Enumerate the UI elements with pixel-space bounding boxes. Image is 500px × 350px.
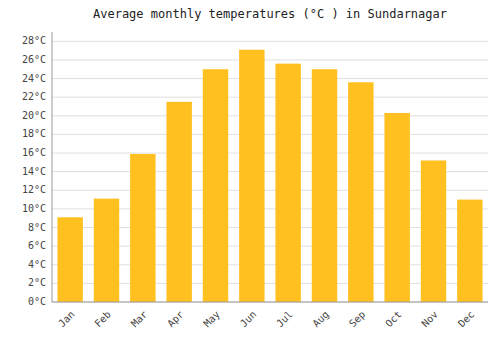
x-tick-label: Mar [129, 309, 150, 330]
x-tick-label: Jul [274, 309, 295, 330]
bar [348, 82, 373, 302]
bar [384, 113, 409, 302]
bar [312, 69, 337, 302]
grid-line [52, 97, 488, 98]
y-tick-label: 6°C [28, 240, 46, 251]
grid-line [52, 115, 488, 116]
y-ticks: 0°C 2°C 4°C 6°C 8°C 10°C 12°C 14°C 16°C 18°C 20°C 2… [22, 35, 46, 307]
grid-line [52, 134, 488, 135]
x-axis-line [52, 302, 488, 303]
x-tick-label: Jun [238, 309, 259, 330]
grid-line [52, 41, 488, 42]
y-tick-label: 14°C [22, 166, 46, 177]
title: Average monthly temperatures (°C ) in Su… [93, 7, 447, 21]
grid-line [52, 302, 488, 303]
x-tick-label: Apr [165, 309, 186, 330]
grid-line [52, 59, 488, 60]
bars [57, 50, 482, 302]
x-tick-label: May [201, 309, 222, 330]
y-tick-label: 4°C [28, 259, 46, 270]
grid [52, 41, 488, 302]
bar [457, 200, 482, 302]
y-tick-label: 10°C [22, 203, 46, 214]
x-tick-label: Sep [347, 309, 368, 330]
y-tick-label: 22°C [22, 91, 46, 102]
grid-line [52, 78, 488, 79]
bar [166, 102, 191, 302]
bar [57, 217, 82, 302]
y-tick-label: 16°C [22, 147, 46, 158]
y-tick-label: 0°C [28, 296, 46, 307]
bar [203, 69, 228, 302]
x-tick-label: Nov [419, 309, 440, 330]
y-tick-label: 24°C [22, 73, 46, 84]
x-tick-label: Jan [56, 309, 77, 330]
y-tick-label: 12°C [22, 184, 46, 195]
bar [275, 64, 300, 302]
y-tick-label: 2°C [28, 277, 46, 288]
y-axis-line [52, 32, 53, 302]
y-tick-label: 8°C [28, 222, 46, 233]
x-tick-label: Oct [383, 309, 404, 330]
bar [239, 50, 264, 302]
x-ticks: Jan Feb Mar Apr May Jun Jul Aug Sep Oct Nov Dec [56, 309, 476, 330]
x-tick-label: Dec [456, 309, 477, 330]
chart: 0°C 2°C 4°C 6°C 8°C 10°C 12°C 14°C 16°C 18°C 20°C 2… [0, 0, 500, 350]
bar [130, 154, 155, 302]
y-tick-label: 18°C [22, 128, 46, 139]
grid-line [52, 153, 488, 154]
bar [421, 160, 446, 302]
chart-container: 0°C 2°C 4°C 6°C 8°C 10°C 12°C 14°C 16°C 18°C 20°C 2… [0, 0, 500, 350]
x-tick-label: Feb [92, 309, 113, 330]
y-tick-label: 26°C [22, 54, 46, 65]
y-tick-label: 20°C [22, 110, 46, 121]
y-tick-label: 28°C [22, 35, 46, 46]
bar [94, 199, 119, 302]
x-tick-label: Aug [310, 309, 331, 330]
